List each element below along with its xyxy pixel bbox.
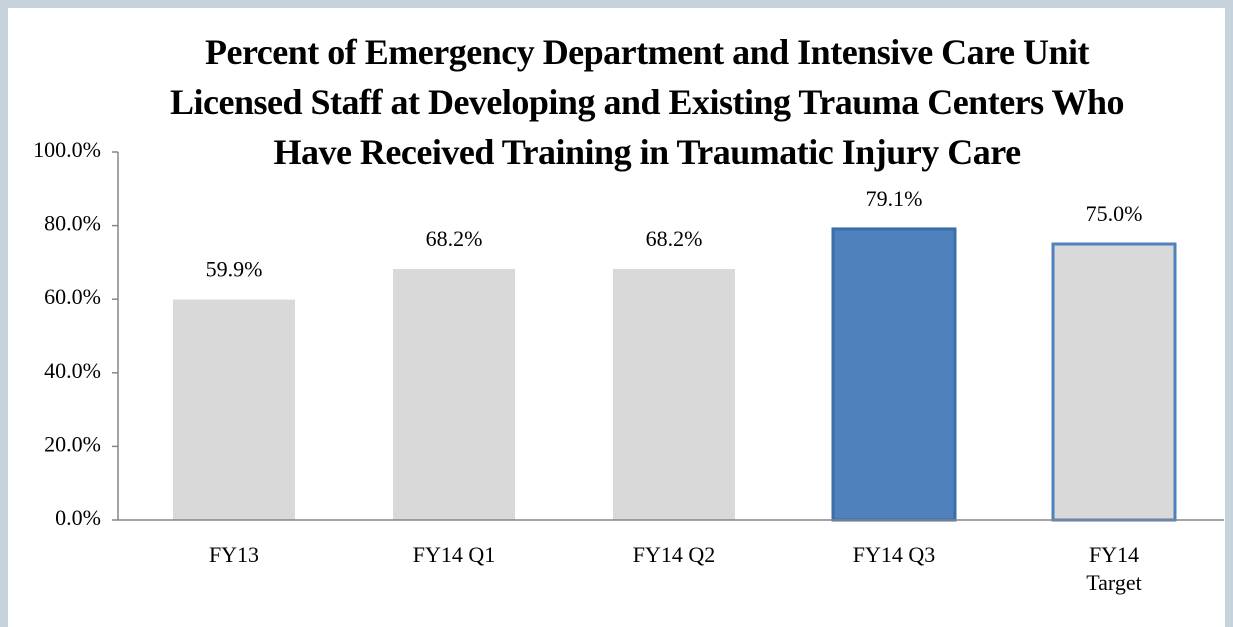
x-tick-label: FY14 Q2 (632, 542, 716, 567)
bar (613, 269, 735, 520)
value-label: 68.2% (646, 226, 703, 251)
value-label: 75.0% (1086, 201, 1143, 226)
x-tick-label: FY13 (208, 542, 260, 567)
x-tick-label: FY14 Q1 (412, 542, 496, 567)
chart-title: Percent of Emergency Department and Inte… (169, 32, 1125, 172)
y-tick-label: 0.0% (55, 505, 101, 530)
y-tick-label: 20.0% (44, 431, 101, 456)
x-tick-label: FY14 Target (1086, 542, 1142, 595)
y-tick-label: 60.0% (44, 284, 101, 309)
bar (173, 299, 295, 520)
x-tick-label: FY14 Q3 (852, 542, 936, 567)
value-label: 68.2% (426, 226, 483, 251)
y-tick-label: 80.0% (44, 211, 101, 236)
value-label: 79.1% (866, 186, 923, 211)
y-tick-label: 40.0% (44, 358, 101, 383)
value-label: 59.9% (206, 257, 263, 282)
bar (393, 269, 515, 520)
bar (1051, 242, 1177, 522)
y-tick-label: 100.0% (33, 137, 101, 162)
bar (831, 227, 957, 522)
